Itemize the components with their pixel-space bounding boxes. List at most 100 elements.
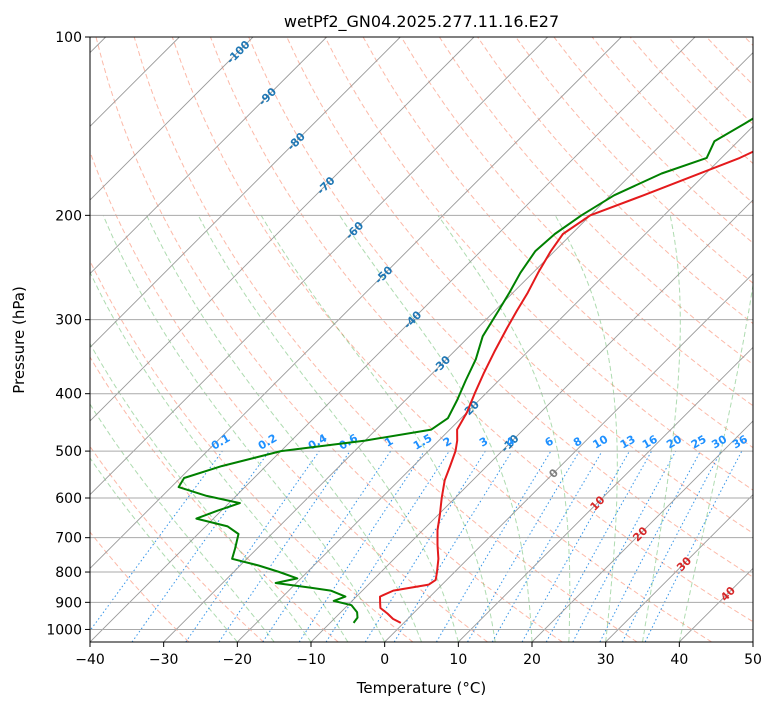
- background-lines: [90, 37, 753, 642]
- moist-adiabat: [102, 215, 386, 642]
- moist-adiabat: [90, 403, 275, 642]
- dry-adiabat: [133, 37, 638, 642]
- mixing-ratio-line: [218, 450, 351, 642]
- isotherm-label: 30: [674, 554, 694, 574]
- mixing-ratio-line: [599, 450, 701, 642]
- mixing-ratio-label: 13: [618, 433, 638, 452]
- y-tick-label: 800: [55, 565, 82, 581]
- isotherm: [90, 37, 475, 422]
- mixing-ratio-line: [545, 450, 653, 642]
- dry-adiabat: [90, 531, 190, 642]
- plot-frame: [89, 36, 754, 643]
- mixing-ratio-label: 25: [689, 433, 709, 452]
- dry-adiabat: [90, 150, 488, 642]
- mixing-ratio-line: [90, 450, 223, 632]
- x-tick-label: −20: [223, 652, 253, 668]
- isotherm: [458, 346, 753, 642]
- isotherm: [163, 52, 753, 642]
- moist-adiabat: [642, 215, 681, 642]
- x-tick-label: −30: [149, 652, 179, 668]
- isotherm-label: 40: [718, 584, 738, 604]
- dry-adiabat: [706, 37, 753, 86]
- isotherm: [310, 199, 753, 642]
- mixing-ratio-line: [467, 450, 580, 642]
- isotherm: [237, 125, 753, 642]
- isotherm-label: 20: [630, 524, 650, 544]
- temperature-line: [379, 150, 753, 624]
- x-tick-label: 20: [523, 652, 541, 668]
- mixing-ratio-label: 0.4: [306, 431, 330, 452]
- isotherm-label: -30: [430, 353, 453, 376]
- x-tick-label: 50: [744, 652, 762, 668]
- y-axis-title: Pressure (hPa): [10, 286, 28, 394]
- x-tick-label: −10: [296, 652, 326, 668]
- isotherm: [90, 37, 548, 496]
- isotherm: [531, 420, 753, 642]
- moist-adiabat: [554, 215, 618, 642]
- y-tick-label: 700: [55, 531, 82, 547]
- dry-adiabat: [90, 356, 339, 642]
- dry-adiabat: [591, 37, 753, 204]
- y-tick-label: 100: [55, 30, 82, 46]
- dry-adiabat: [90, 445, 264, 642]
- mixing-ratio-line: [572, 450, 677, 642]
- isotherm: [90, 37, 327, 275]
- dry-adiabat: [744, 37, 753, 47]
- mixing-ratio-label: 0.1: [209, 432, 232, 453]
- x-tick-label: 10: [449, 652, 467, 668]
- x-axis: −40 −30 −20 −10 0 10 20 30 40 50: [75, 642, 762, 668]
- mixing-ratio-line: [435, 450, 552, 642]
- dry-adiabat: [210, 37, 753, 623]
- y-tick-label: 500: [55, 444, 82, 460]
- mixing-ratio-label: 8: [571, 435, 584, 450]
- mixing-ratio-line: [393, 450, 513, 642]
- dry-adiabat: [553, 37, 753, 244]
- isotherm: [679, 567, 753, 642]
- dry-adiabat: [90, 259, 414, 642]
- mixing-ratio-label: 16: [640, 432, 660, 451]
- mixing-ratio-line: [325, 450, 450, 642]
- isotherm: [90, 37, 254, 201]
- mixing-ratio-label: 10: [591, 432, 611, 451]
- isotherm: [384, 273, 753, 642]
- isotherm: [605, 494, 753, 642]
- isotherm: [90, 37, 622, 569]
- dry-adiabat: [324, 37, 753, 491]
- moist-adiabat: [197, 215, 459, 642]
- pressure-gridlines: [90, 37, 753, 630]
- dry-adiabat: [248, 37, 753, 578]
- dewpoint-line: [177, 117, 753, 624]
- y-tick-label: 1000: [46, 622, 82, 638]
- isotherm-label: -80: [285, 130, 308, 153]
- mixing-ratio-label: 30: [709, 432, 729, 451]
- dry-adiabat: [400, 37, 753, 407]
- mixing-ratio-line: [644, 450, 743, 642]
- dry-adiabat: [515, 37, 753, 284]
- isotherm-label: -40: [401, 308, 424, 331]
- mixing-ratio-label: 3: [477, 435, 490, 450]
- mixing-ratio-label: 1.5: [411, 432, 434, 453]
- mixing-ratio-line: [131, 450, 270, 642]
- mixing-ratio-label: 6: [543, 434, 556, 449]
- moist-adiabat: [339, 215, 533, 642]
- mixing-ratio-line: [621, 450, 722, 642]
- y-tick-label: 900: [55, 595, 82, 611]
- x-tick-label: −40: [75, 652, 105, 668]
- mixing-ratio-line: [185, 450, 320, 642]
- isotherm-label: -60: [343, 219, 366, 242]
- y-tick-label: 300: [55, 313, 82, 329]
- mixing-ratio-line: [298, 450, 425, 642]
- dry-adiabat: [438, 37, 753, 366]
- isotherm: [90, 37, 696, 642]
- y-axis: 100 200 300 400 500 600 700 800 900 1000: [46, 30, 90, 638]
- moist-adiabat: [260, 215, 496, 642]
- y-tick-label: 600: [55, 491, 82, 507]
- dry-adiabat: [171, 37, 712, 642]
- x-axis-title: Temperature (°C): [356, 679, 486, 697]
- isotherm-label: -100: [224, 38, 253, 67]
- isotherm: [752, 641, 753, 642]
- isotherm-label: -50: [372, 263, 395, 286]
- x-tick-label: 0: [380, 652, 389, 668]
